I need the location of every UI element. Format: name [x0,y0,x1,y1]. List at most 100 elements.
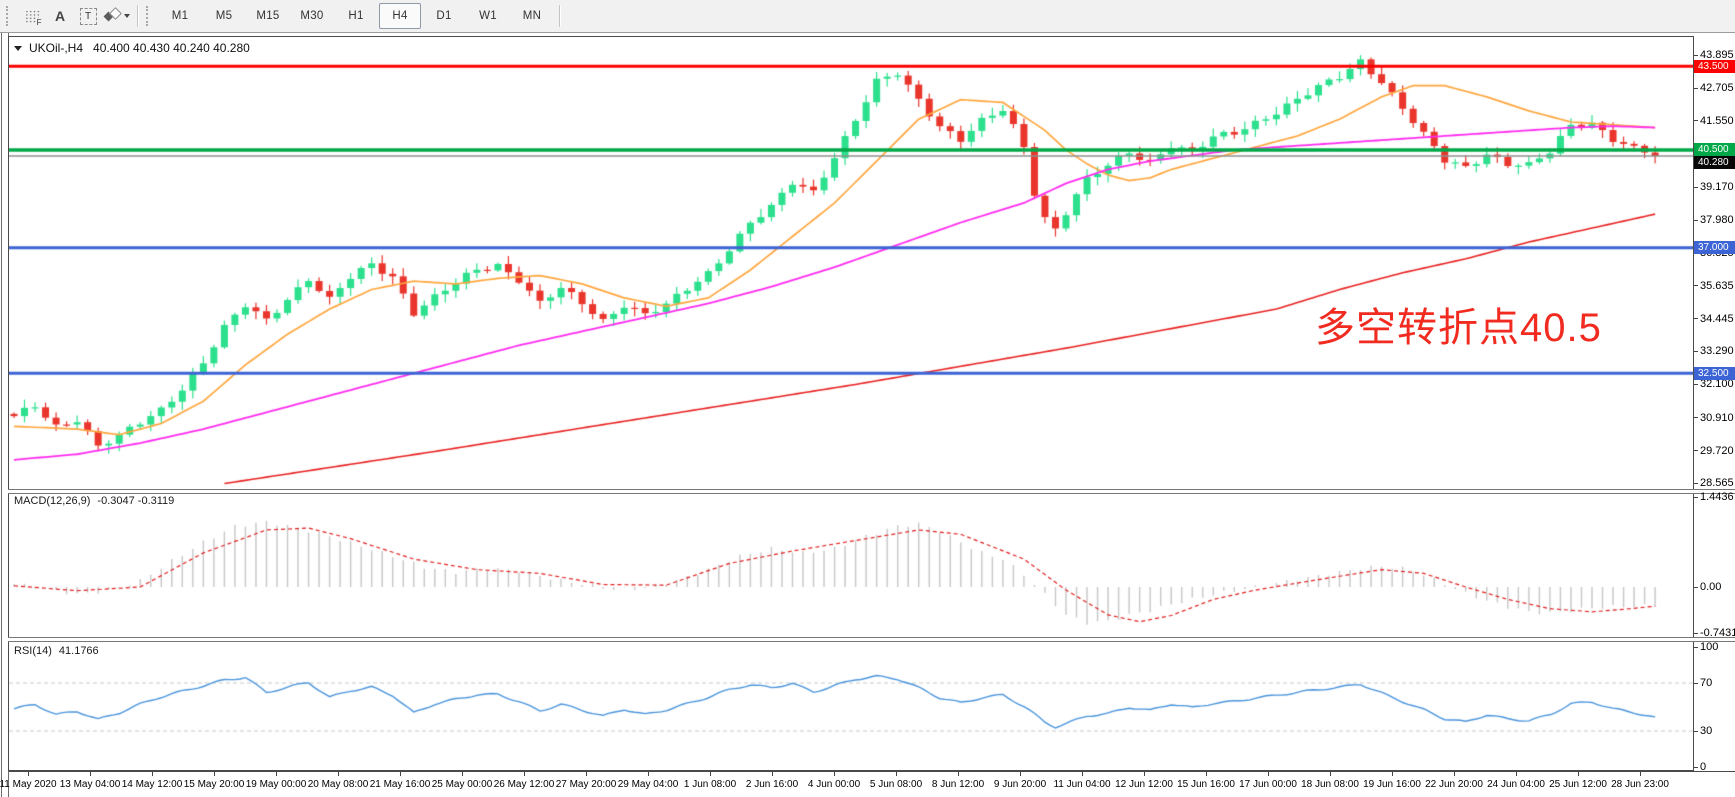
shapes-dropdown-caret-icon[interactable] [124,14,130,18]
price-tick-label: 32.100 [1700,378,1734,391]
price-tick-mark [1694,54,1698,56]
time-tick-mark [338,772,339,776]
toolbar-separator [559,5,561,27]
main-price-chart[interactable] [9,37,1693,489]
crosshair-f-label: F [35,17,42,27]
price-tick-mark [1694,120,1698,122]
time-tick-mark [524,772,525,776]
time-tick-mark [958,772,959,776]
price-tick-label: 41.550 [1700,114,1734,127]
crosshair-tool-button[interactable]: F [19,3,45,29]
macd-axis-label: 1.4436 [1700,491,1734,504]
price-tick-mark [1694,482,1698,484]
macd-axis-label: 0.00 [1700,581,1722,593]
price-tick-mark [1694,350,1698,352]
rsi-axis-label: 70 [1700,677,1713,689]
timeframe-button-W1[interactable]: W1 [479,10,497,22]
text-label-tool-button[interactable]: T [75,3,101,29]
time-axis-label: 9 Jun 20:00 [993,779,1047,790]
time-axis-label: 22 Jun 20:00 [1425,779,1483,790]
macd-tick-mark [1694,632,1698,634]
time-axis-label: 8 Jun 12:00 [931,779,985,790]
time-axis-label: 12 Jun 12:00 [1115,779,1173,790]
price-tick-label: 43.895 [1700,49,1734,62]
time-tick-mark [1392,772,1393,776]
macd-indicator-values: -0.3047 -0.3119 [97,495,175,507]
timeframe-button-M1[interactable]: M1 [171,10,189,22]
rsi-axis-label: 0 [1700,761,1707,773]
timeframe-button-MN[interactable]: MN [522,10,542,22]
time-tick-mark [214,772,215,776]
time-axis-label: 17 Jun 00:00 [1239,779,1297,790]
price-tick-label: 30.910 [1700,411,1734,424]
price-scale[interactable]: 43.89542.70541.55039.17037.98036.82535.6… [1694,36,1735,773]
shapes-icon [103,7,122,24]
timeframe-button-H1[interactable]: H1 [348,10,364,22]
timeframe-button-M30[interactable]: M30 [300,10,324,22]
time-tick-mark [1020,772,1021,776]
price-badge-43.500: 43.500 [1694,59,1735,73]
time-axis-label: 15 Jun 16:00 [1177,779,1235,790]
rsi-indicator-name: RSI(14) [14,645,52,657]
panel-separator[interactable] [8,489,1735,494]
symbol-period-label: UKOil-,H4 [29,41,84,55]
price-badge-40.500: 40.500 [1694,143,1735,157]
macd-tick-mark [1694,496,1698,498]
text-tool-button[interactable]: A [47,3,73,29]
time-scale[interactable]: 11 May 2020 13 May 04:00 14 May 12:00 15 Ma… [0,771,1735,797]
price-tick-label: 33.290 [1700,345,1734,358]
shapes-tool-button[interactable] [103,3,131,29]
time-axis-label: 21 May 16:00 [369,779,431,790]
timeframe-button-H4[interactable]: H4 [379,3,421,29]
macd-tick-mark [1694,586,1698,588]
time-tick-mark [1454,772,1455,776]
toolbar-gripper-icon[interactable] [146,6,152,26]
chart-title: UKOil-,H4 40.400 40.430 40.240 40.280 [14,41,250,55]
price-badge-37.000: 37.000 [1694,241,1735,255]
time-axis-label: 4 Jun 00:00 [807,779,861,790]
macd-indicator-chart[interactable] [9,492,1693,637]
macd-indicator-name: MACD(12,26,9) [14,495,91,507]
rsi-indicator-chart[interactable] [9,640,1693,771]
macd-panel-label: MACD(12,26,9) -0.3047 -0.3119 [14,495,174,507]
toolbar-separator [137,5,139,27]
time-axis-label: 25 Jun 12:00 [1549,779,1607,790]
rsi-tick-mark [1694,646,1698,648]
panel-separator[interactable] [8,637,1735,642]
rsi-axis-label: 30 [1700,725,1713,737]
toolbar: F A T M1 M5 M15 M30 H1 H4 D1 W1 MN [0,0,1735,33]
rsi-panel-label: RSI(14) 41.1766 [14,645,99,657]
time-axis-label: 26 May 12:00 [493,779,555,790]
price-tick-label: 42.705 [1700,82,1734,95]
price-badge-32.500: 32.500 [1694,366,1735,380]
price-tick-mark [1694,417,1698,419]
time-axis-label: 15 May 20:00 [183,779,245,790]
time-tick-mark [1516,772,1517,776]
price-tick-label: 29.720 [1700,444,1734,457]
text-tool-icon: A [54,8,66,24]
price-tick-mark [1694,450,1698,452]
price-tick-mark [1694,285,1698,287]
macd-axis-label: -0.7431 [1700,627,1735,640]
time-axis-label: 2 Jun 16:00 [745,779,799,790]
price-tick-label: 28.565 [1700,477,1734,490]
chart-title-dropdown-icon[interactable] [14,45,22,51]
time-tick-mark [1144,772,1145,776]
chart-text-annotation: 多空转折点40.5 [1315,306,1602,350]
time-tick-mark [1578,772,1579,776]
time-tick-mark [834,772,835,776]
timeframe-button-M5[interactable]: M5 [215,10,233,22]
price-tick-label: 37.980 [1700,214,1734,227]
time-tick-mark [648,772,649,776]
timeframe-button-M15[interactable]: M15 [256,10,280,22]
time-tick-mark [710,772,711,776]
time-tick-mark [28,772,29,776]
toolbar-gripper-icon[interactable] [6,6,12,26]
timeframe-button-D1[interactable]: D1 [436,10,452,22]
time-axis-label: 19 Jun 16:00 [1363,779,1421,790]
time-tick-mark [1268,772,1269,776]
time-axis-label: 29 May 04:00 [617,779,679,790]
time-tick-mark [1082,772,1083,776]
time-tick-mark [276,772,277,776]
